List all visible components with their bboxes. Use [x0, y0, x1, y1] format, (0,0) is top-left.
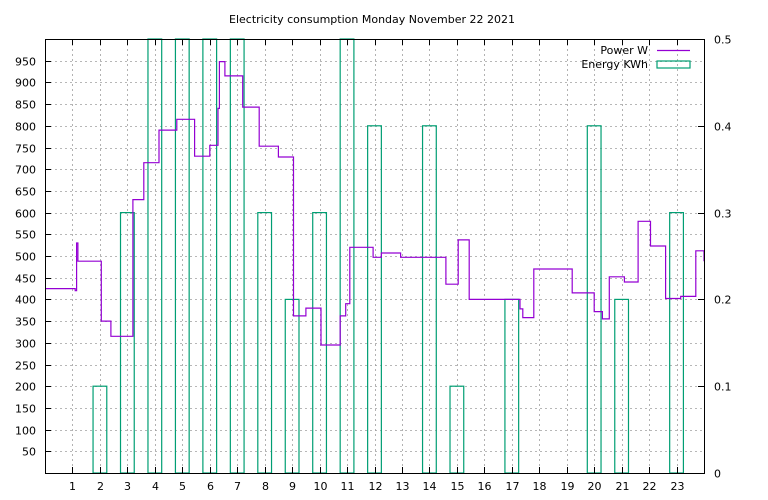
- y-tick-label: 850: [15, 99, 36, 112]
- x-tick-label: 5: [179, 480, 186, 493]
- x-tick-label: 6: [207, 480, 214, 493]
- grid: [45, 39, 704, 473]
- y-tick-label: 800: [15, 121, 36, 134]
- x-tick-label: 9: [289, 480, 296, 493]
- legend-label: Power W: [600, 44, 648, 57]
- legend-swatch-box: [656, 60, 691, 69]
- energy-box: [312, 212, 328, 474]
- y-tick-label: 700: [15, 164, 36, 177]
- energy-box: [669, 212, 685, 474]
- x-tick-label: 20: [588, 480, 602, 493]
- chart-title: Electricity consumption Monday November …: [229, 13, 515, 26]
- y-tick-label: 750: [15, 143, 36, 156]
- x-tick-label: 2: [97, 480, 104, 493]
- x-tick-label: 14: [423, 480, 437, 493]
- x-tick-label: 17: [506, 480, 520, 493]
- x-tick-label: 8: [262, 480, 269, 493]
- y-tick-label: 200: [15, 381, 36, 394]
- x-tick-label: 7: [234, 480, 241, 493]
- x-tick-label: 4: [152, 480, 159, 493]
- x-tick-label: 15: [451, 480, 465, 493]
- x-tick-label: 19: [561, 480, 575, 493]
- x-tick-label: 18: [533, 480, 547, 493]
- x-tick-label: 11: [341, 480, 355, 493]
- y2-tick-label: 0.5: [714, 34, 732, 47]
- x-tick-label: 16: [478, 480, 492, 493]
- y-tick-label: 150: [15, 403, 36, 416]
- y-tick-label: 950: [15, 56, 36, 69]
- y-tick-label: 450: [15, 273, 36, 286]
- y2-tick-label: 0.1: [714, 381, 732, 394]
- energy-box: [202, 38, 218, 474]
- energy-box: [257, 212, 273, 474]
- x-tick-label: 10: [314, 480, 328, 493]
- y-tick-label: 550: [15, 229, 36, 242]
- energy-box: [92, 385, 108, 474]
- y-tick-label: 250: [15, 360, 36, 373]
- y-tick-label: 900: [15, 77, 36, 90]
- y-tick-label: 300: [15, 338, 36, 351]
- energy-box: [367, 125, 382, 474]
- axis-ticks: 1 2 3 4 5 6 7 8 9 10 11 12 13 14 15 16 17 18 19 20 21 22 23501…: [15, 34, 732, 494]
- power-line-group: [45, 61, 705, 346]
- y2-tick-label: 0.2: [714, 294, 732, 307]
- y-tick-label: 650: [15, 186, 36, 199]
- x-tick-label: 1: [69, 480, 76, 493]
- y-tick-label: 50: [22, 446, 36, 459]
- y-tick-label: 100: [15, 425, 36, 438]
- y2-tick-label: 0.4: [714, 121, 732, 134]
- energy-box: [449, 385, 465, 474]
- x-tick-label: 23: [671, 480, 685, 493]
- x-tick-label: 3: [124, 480, 131, 493]
- y-tick-label: 350: [15, 316, 36, 329]
- x-tick-label: 12: [369, 480, 383, 493]
- legend-label: Energy KWh: [581, 58, 648, 71]
- energy-box: [119, 212, 135, 474]
- y-tick-label: 500: [15, 251, 36, 264]
- x-tick-label: 22: [643, 480, 657, 493]
- y-tick-label: 400: [15, 294, 36, 307]
- x-tick-label: 13: [396, 480, 410, 493]
- x-tick-label: 21: [616, 480, 630, 493]
- y2-tick-label: 0.3: [714, 208, 732, 221]
- power-line: [45, 61, 705, 346]
- y2-tick-label: 0: [714, 468, 721, 481]
- y-tick-label: 600: [15, 208, 36, 221]
